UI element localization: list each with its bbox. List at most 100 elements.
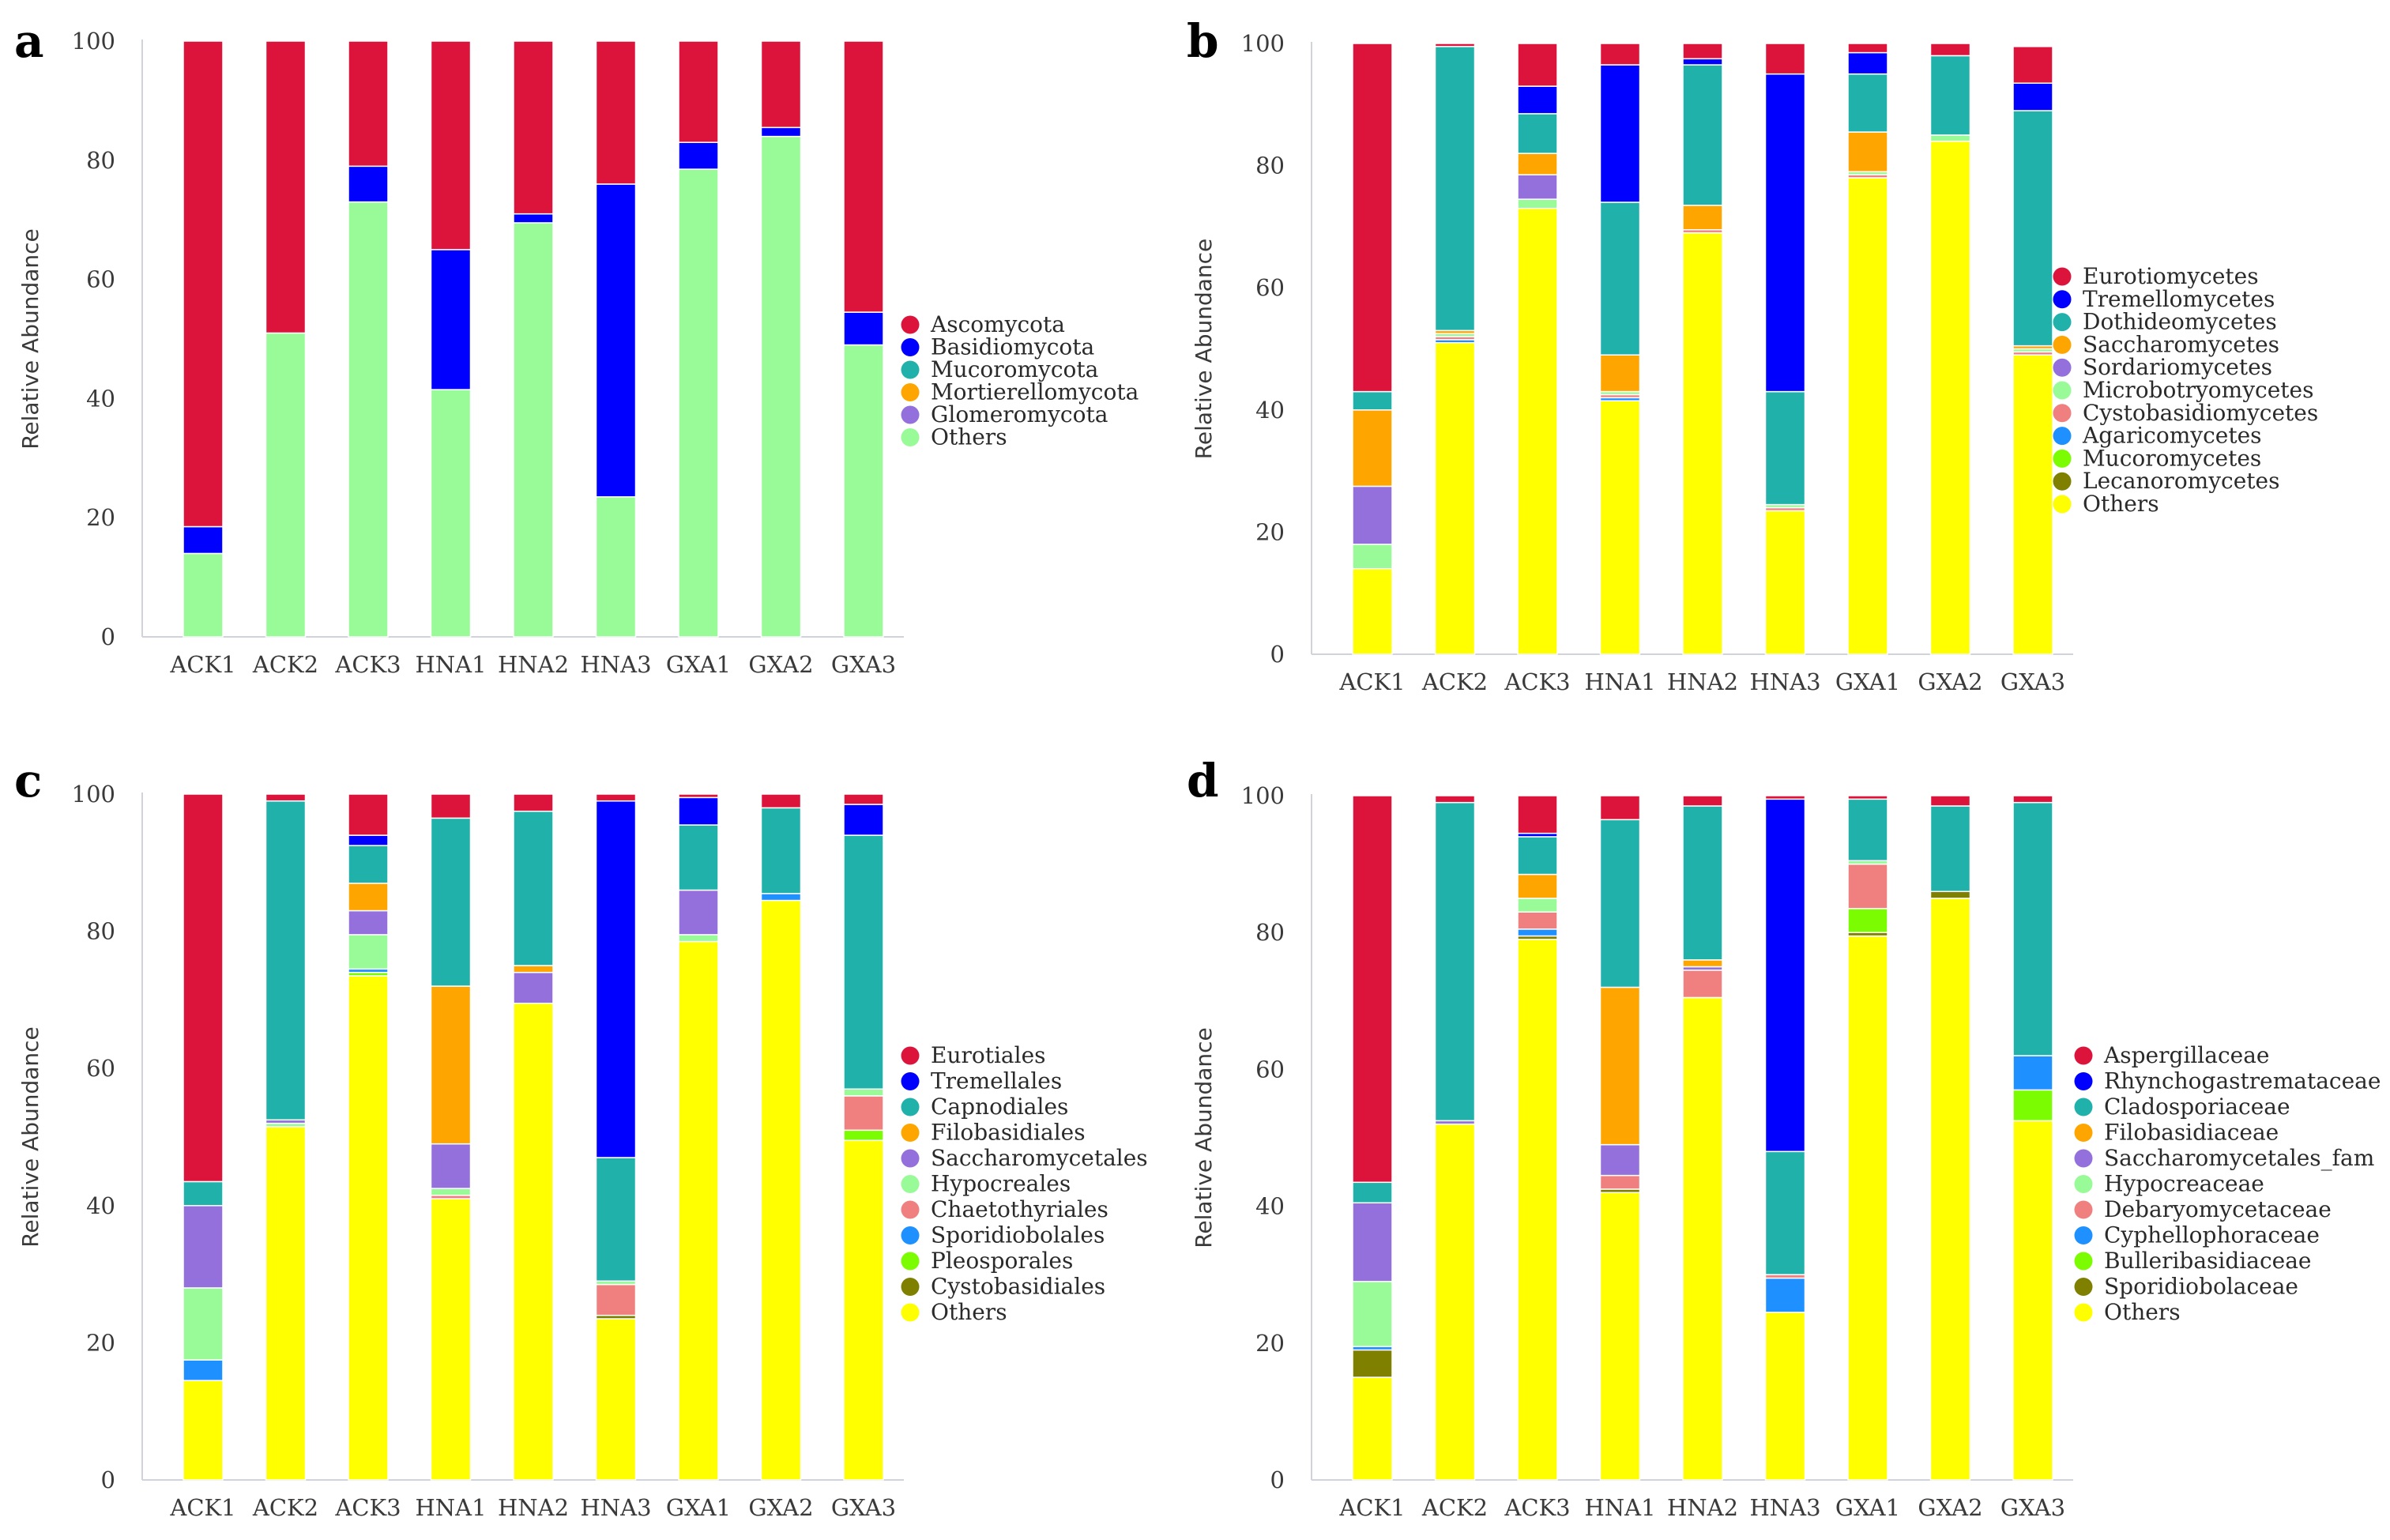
- bar-segment-ack3-cladosporiaceae[interactable]: [1517, 836, 1558, 875]
- bar-segment-ack1-sporidiobolales[interactable]: [183, 1359, 224, 1381]
- bar-segment-hna1-tremellomycetes[interactable]: [1599, 64, 1641, 203]
- bar-segment-hna3-tremellomycetes[interactable]: [1764, 73, 1806, 393]
- bar-segment-gxa1-others[interactable]: [678, 940, 719, 1481]
- bar-segment-hna1-saccharomycetales-fam[interactable]: [1599, 1143, 1641, 1177]
- bar-segment-gxa2-aspergillaceae[interactable]: [1929, 795, 1971, 807]
- bar-segment-hna1-eurotiales[interactable]: [430, 793, 472, 819]
- bar-segment-hna3-eurotiomycetes[interactable]: [1764, 43, 1806, 75]
- bar-segment-hna2-eurotiales[interactable]: [513, 793, 554, 812]
- bar-segment-gxa2-others[interactable]: [760, 135, 802, 638]
- bar-segment-gxa1-ascomycota[interactable]: [678, 40, 719, 143]
- bar-segment-ack2-others[interactable]: [1434, 342, 1476, 655]
- bar-segment-ack1-saccharomycetes[interactable]: [1352, 409, 1393, 488]
- bar-segment-ack3-eurotiales[interactable]: [348, 793, 389, 836]
- bar-segment-hna2-ascomycota[interactable]: [513, 40, 554, 215]
- bar-segment-gxa2-eurotiomycetes[interactable]: [1929, 43, 1971, 57]
- bar-segment-gxa3-eurotiales[interactable]: [843, 793, 884, 805]
- bar-segment-hna2-filobasidiales[interactable]: [513, 965, 554, 973]
- bar-segment-ack3-tremellomycetes[interactable]: [1517, 85, 1558, 115]
- bar-segment-ack3-ascomycota[interactable]: [348, 40, 389, 168]
- bar-segment-ack1-eurotiales[interactable]: [183, 793, 224, 1183]
- bar-segment-hna1-aspergillaceae[interactable]: [1599, 795, 1641, 821]
- bar-segment-hna3-rhynchogastremataceae[interactable]: [1764, 798, 1806, 1153]
- bar-segment-hna1-others[interactable]: [1599, 400, 1641, 655]
- bar-segment-ack3-sordariomycetes[interactable]: [1517, 174, 1558, 200]
- bar-segment-gxa3-basidiomycota[interactable]: [843, 311, 884, 346]
- bar-segment-ack3-others[interactable]: [348, 975, 389, 1481]
- bar-segment-ack3-tremellales[interactable]: [348, 834, 389, 846]
- bar-segment-gxa2-others[interactable]: [760, 899, 802, 1481]
- bar-segment-hna1-dothideomycetes[interactable]: [1599, 201, 1641, 356]
- bar-segment-hna1-debaryomycetaceae[interactable]: [1599, 1174, 1641, 1190]
- bar-segment-gxa2-cladosporiaceae[interactable]: [1929, 805, 1971, 892]
- bar-segment-ack3-filobasidiales[interactable]: [348, 883, 389, 912]
- bar-segment-hna1-cladosporiaceae[interactable]: [1599, 819, 1641, 988]
- bar-segment-hna2-eurotiomycetes[interactable]: [1682, 43, 1723, 60]
- bar-segment-ack3-saccharomycetales[interactable]: [348, 909, 389, 936]
- bar-segment-ack2-ascomycota[interactable]: [265, 40, 307, 334]
- bar-segment-hna2-dothideomycetes[interactable]: [1682, 64, 1723, 206]
- bar-segment-gxa2-eurotiales[interactable]: [760, 793, 802, 809]
- bar-segment-gxa3-pleosporales[interactable]: [843, 1129, 884, 1142]
- bar-segment-hna1-basidiomycota[interactable]: [430, 249, 472, 390]
- bar-segment-hna2-tremellomycetes[interactable]: [1682, 58, 1723, 66]
- bar-segment-ack1-others[interactable]: [183, 1380, 224, 1481]
- bar-segment-gxa1-eurotiomycetes[interactable]: [1847, 43, 1888, 54]
- bar-segment-hna2-basidiomycota[interactable]: [513, 213, 554, 224]
- bar-segment-hna3-others[interactable]: [1764, 1312, 1806, 1481]
- bar-segment-ack3-others[interactable]: [348, 201, 389, 638]
- bar-segment-ack3-hypocreaceae[interactable]: [1517, 898, 1558, 913]
- bar-segment-ack1-sporidiobolaceae[interactable]: [1352, 1349, 1393, 1378]
- bar-segment-gxa1-debaryomycetaceae[interactable]: [1847, 863, 1888, 909]
- bar-segment-hna3-tremellales[interactable]: [595, 800, 637, 1158]
- bar-segment-ack3-capnodiales[interactable]: [348, 845, 389, 884]
- bar-segment-gxa3-eurotiomycetes[interactable]: [2012, 46, 2053, 84]
- bar-segment-hna2-others[interactable]: [513, 1002, 554, 1481]
- bar-segment-ack3-cyphellophoraceae[interactable]: [1517, 928, 1558, 937]
- bar-segment-gxa1-tremellales[interactable]: [678, 796, 719, 826]
- bar-segment-ack1-basidiomycota[interactable]: [183, 525, 224, 555]
- bar-segment-gxa3-capnodiales[interactable]: [843, 834, 884, 1090]
- bar-segment-ack2-others[interactable]: [1434, 1123, 1476, 1481]
- bar-segment-gxa3-cyphellophoraceae[interactable]: [2012, 1055, 2053, 1091]
- bar-segment-ack1-hypocreales[interactable]: [183, 1287, 224, 1361]
- bar-segment-gxa1-tremellomycetes[interactable]: [1847, 51, 1888, 75]
- bar-segment-gxa1-bulleribasidiaceae[interactable]: [1847, 908, 1888, 933]
- bar-segment-ack2-capnodiales[interactable]: [265, 800, 307, 1121]
- bar-segment-gxa1-hypocreales[interactable]: [678, 934, 719, 943]
- bar-segment-ack1-dothideomycetes[interactable]: [1352, 390, 1393, 411]
- bar-segment-gxa1-capnodiales[interactable]: [678, 824, 719, 891]
- bar-segment-gxa3-others[interactable]: [843, 1139, 884, 1481]
- bar-segment-hna1-eurotiomycetes[interactable]: [1599, 43, 1641, 66]
- bar-segment-hna1-filobasidiales[interactable]: [430, 985, 472, 1145]
- bar-segment-gxa3-chaetothyriales[interactable]: [843, 1095, 884, 1131]
- bar-segment-ack1-hypocreaceae[interactable]: [1352, 1281, 1393, 1347]
- bar-segment-gxa1-eurotiales[interactable]: [678, 793, 719, 799]
- bar-segment-gxa1-basidiomycota[interactable]: [678, 141, 719, 170]
- bar-segment-hna3-basidiomycota[interactable]: [595, 183, 637, 498]
- bar-segment-hna2-filobasidiaceae[interactable]: [1682, 959, 1723, 968]
- bar-segment-ack3-hypocreales[interactable]: [348, 934, 389, 970]
- bar-segment-ack2-others[interactable]: [265, 1126, 307, 1481]
- bar-segment-ack1-saccharomycetales[interactable]: [183, 1205, 224, 1289]
- bar-segment-hna1-others[interactable]: [1599, 1192, 1641, 1481]
- bar-segment-hna3-cyphellophoraceae[interactable]: [1764, 1277, 1806, 1313]
- bar-segment-hna2-aspergillaceae[interactable]: [1682, 795, 1723, 807]
- bar-segment-hna1-hypocreales[interactable]: [430, 1188, 472, 1196]
- bar-segment-hna2-debaryomycetaceae[interactable]: [1682, 970, 1723, 999]
- bar-segment-hna3-cladosporiaceae[interactable]: [1764, 1150, 1806, 1275]
- bar-segment-gxa2-ascomycota[interactable]: [760, 40, 802, 129]
- bar-segment-hna3-aspergillaceae[interactable]: [1764, 795, 1806, 800]
- bar-segment-hna1-saccharomycetes[interactable]: [1599, 354, 1641, 393]
- bar-segment-ack2-cladosporiaceae[interactable]: [1434, 801, 1476, 1122]
- bar-segment-gxa2-dothideomycetes[interactable]: [1929, 55, 1971, 136]
- bar-segment-ack1-saccharomycetales-fam[interactable]: [1352, 1202, 1393, 1282]
- bar-segment-hna2-others[interactable]: [513, 222, 554, 638]
- bar-segment-ack1-others[interactable]: [1352, 1376, 1393, 1481]
- bar-segment-gxa3-dothideomycetes[interactable]: [2012, 110, 2053, 347]
- bar-segment-hna3-ascomycota[interactable]: [595, 40, 637, 185]
- bar-segment-ack1-ascomycota[interactable]: [183, 40, 224, 528]
- bar-segment-hna2-cladosporiaceae[interactable]: [1682, 805, 1723, 961]
- bar-segment-ack3-basidiomycota[interactable]: [348, 165, 389, 203]
- bar-segment-ack3-saccharomycetes[interactable]: [1517, 152, 1558, 175]
